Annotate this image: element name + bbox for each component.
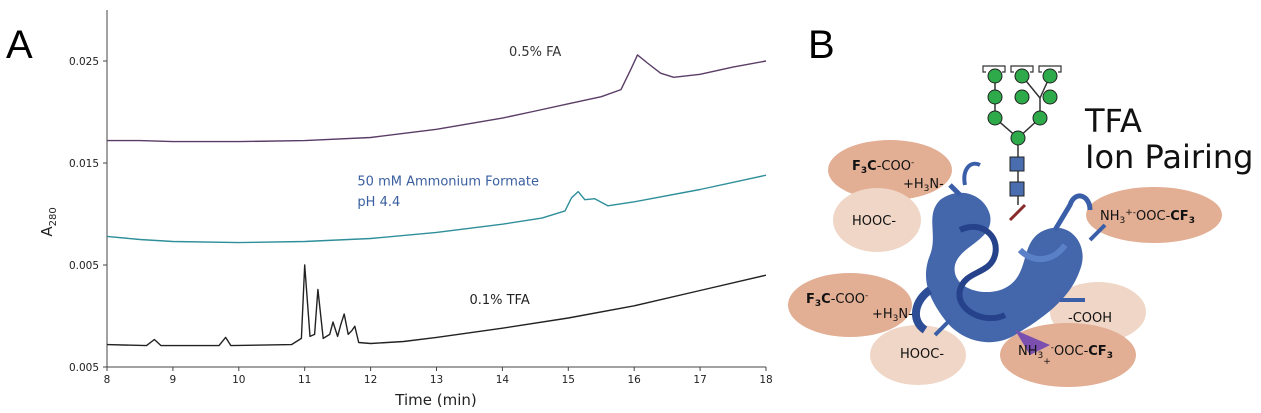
acid-ellipse	[833, 188, 921, 252]
series-lines	[106, 54, 767, 347]
chem-label-4b: +H3N-	[872, 307, 913, 324]
chem-label-6: HOOC-	[900, 347, 944, 362]
chromatogram-chart: 8 9 10 11 12 13 14 15 16 17 18 0.005 0.005 0.015 0.02…	[38, 10, 773, 409]
glcnac-square	[1009, 156, 1025, 172]
chem-label-1: F3C-COO-	[852, 158, 914, 176]
ion-pair-ellipse	[788, 273, 912, 337]
glcnac-square	[1009, 181, 1025, 197]
x-ticks: 8 9 10 11 12 13 14 15 16 17 18	[104, 367, 773, 386]
panel-a-label: A	[6, 23, 33, 67]
x-tick-label: 18	[759, 374, 772, 386]
panel-b-label: B	[808, 23, 835, 67]
x-tick-label: 14	[496, 374, 510, 386]
trace-label: 50 mM Ammonium Formate	[357, 174, 539, 189]
tfa-title-line2: Ion Pairing	[1085, 138, 1253, 176]
x-tick-label: 12	[364, 374, 377, 386]
ion-pair-ellipse	[1086, 187, 1222, 243]
chem-label-3: NH3+-OOC-CF3	[1100, 208, 1195, 226]
x-tick-label: 10	[232, 374, 245, 386]
chem-label-2: HOOC-	[852, 214, 896, 229]
mannose-circle	[1042, 89, 1058, 105]
y-tick-label: 0.015	[69, 158, 99, 170]
mannose-circle	[987, 68, 1003, 84]
ion-pair-ellipse	[828, 140, 952, 200]
y-tick-label: 0.005	[69, 260, 99, 272]
mannose-circle	[1042, 68, 1058, 84]
mannose-circle	[1010, 130, 1026, 146]
acid-ellipse	[870, 325, 966, 385]
series-line-1	[107, 54, 767, 143]
glycan-structure	[982, 65, 1062, 205]
tfa-title-line1: TFA	[1084, 102, 1142, 140]
series-line-3	[106, 264, 767, 347]
mannose-circle	[1014, 68, 1030, 84]
x-axis-title: Time (min)	[394, 391, 476, 409]
chem-label-4: F3C-COO-	[806, 291, 868, 309]
x-tick-label: 8	[104, 374, 111, 386]
y-ticks: 0.005 0.005 0.015 0.025	[69, 56, 107, 374]
mannose-circle	[987, 110, 1003, 126]
x-tick-label: 11	[298, 374, 311, 386]
y-axis-title: A280	[38, 207, 59, 236]
x-tick-label: 16	[628, 374, 642, 386]
chem-label-1b: +H3N-	[903, 177, 944, 194]
tfa-ion-pairing-illustration: TFA Ion Pairing F3C-COO- +H3N- HOOC- NH3…	[788, 65, 1253, 387]
mannose-circle	[1032, 110, 1048, 126]
trace-label: 0.1% TFA	[469, 293, 529, 308]
mannose-circle	[1014, 89, 1030, 105]
chem-label-5: -COOH	[1068, 311, 1112, 326]
series-line-2	[106, 174, 767, 244]
trace-label: 0.5% FA	[509, 45, 561, 60]
x-tick-label: 9	[170, 374, 177, 386]
chem-label-7: NH3+-OOC-CF3	[1018, 343, 1113, 367]
protein-ribbon	[912, 161, 1107, 355]
x-tick-label: 13	[430, 374, 443, 386]
mannose-circle	[987, 89, 1003, 105]
x-tick-label: 17	[693, 374, 706, 386]
y-tick-label: 0.025	[69, 56, 99, 68]
x-tick-label: 15	[562, 374, 575, 386]
trace-label: pH 4.4	[357, 195, 400, 210]
y-tick-label: 0.005	[69, 362, 99, 374]
trace-annotations: 0.5% FA 50 mM Ammonium Formate pH 4.4 0.1% …	[357, 45, 561, 308]
